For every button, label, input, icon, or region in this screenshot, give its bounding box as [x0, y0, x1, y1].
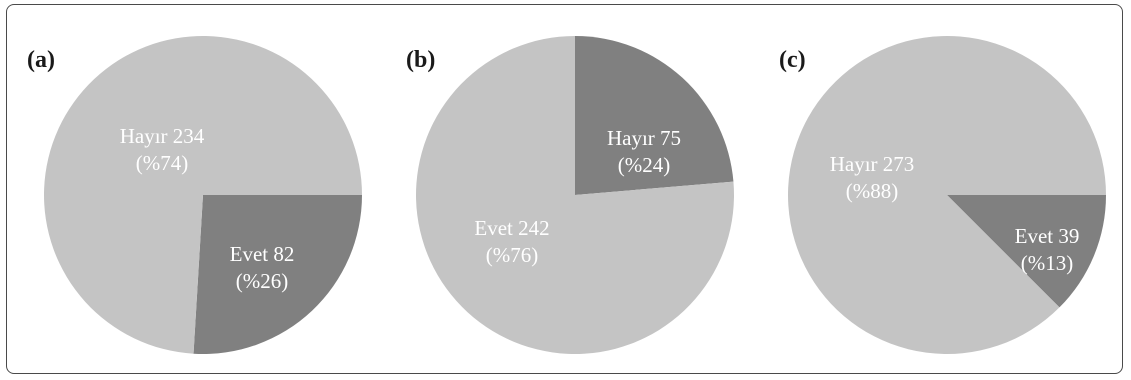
pie-slice-1-evet — [415, 36, 735, 354]
pie-slice-1-hayir — [575, 36, 734, 195]
panel-label-b: (b) — [406, 47, 436, 73]
slice-label: Evet 242 — [474, 216, 549, 240]
figure-frame: (a) (b) (c) Hayır 234 (%74) Evet 82 (%26) Ha… — [6, 4, 1123, 374]
slice-label: Hayır 75 — [607, 126, 681, 150]
pie-slice-0-evet — [193, 195, 362, 354]
pie-slice-2-evet — [947, 195, 1106, 308]
slice-label: Evet 82 — [230, 242, 295, 266]
pie-charts: Hayır 234 (%74) Evet 82 (%26) Hayır 75 (%24) E… — [44, 35, 1106, 354]
slice-percent-label: (%88) — [846, 179, 898, 203]
slice-label: Evet 39 — [1015, 224, 1080, 248]
panel-label-a: (a) — [27, 47, 55, 73]
pie-slice-0-hayir — [44, 35, 362, 354]
slice-percent-label: (%76) — [486, 243, 538, 267]
slice-percent-label: (%26) — [236, 269, 288, 293]
slice-label: Hayır 273 — [830, 152, 915, 176]
pie-slice-2-hayir — [788, 35, 1106, 354]
slice-label: Hayır 234 — [120, 124, 205, 148]
slice-percent-label: (%24) — [618, 153, 670, 177]
slice-percent-label: (%74) — [136, 151, 188, 175]
panel-label-c: (c) — [779, 47, 806, 73]
slice-percent-label: (%13) — [1021, 251, 1073, 275]
